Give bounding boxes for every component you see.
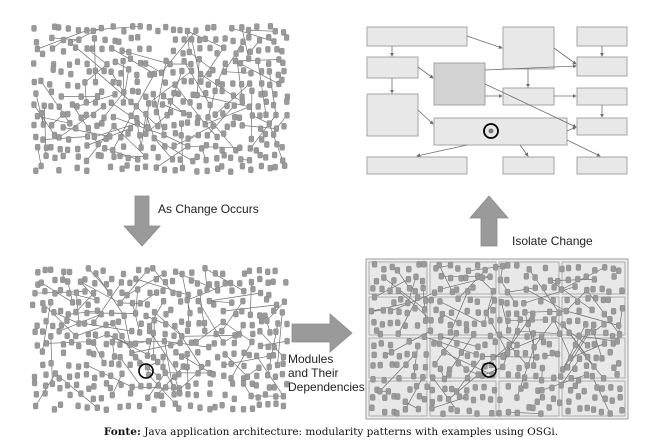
caption-prefix: Fonte: (103, 426, 141, 438)
module-block-diagram (366, 26, 628, 175)
dependency-graph-bottom-right (368, 261, 626, 417)
module-dependency-edges (390, 35, 604, 158)
arrow-down-icon (123, 195, 161, 247)
caption-text: Java application architecture: modularit… (144, 426, 559, 438)
arrow-right-icon (291, 313, 353, 353)
label-modules-line3: Dependencies (288, 380, 365, 394)
change-marker-bottom-right (481, 362, 497, 378)
label-as-change-occurs: As Change Occurs (158, 202, 259, 216)
modularity-diagram: As Change Occurs Modules and Their Depen… (30, 23, 629, 420)
label-isolate-change: Isolate Change (512, 234, 593, 248)
label-modules-line2: and Their (288, 366, 338, 380)
dependency-graph-bottom-left (30, 265, 290, 413)
change-marker-top-right (483, 123, 499, 139)
dependency-graph-top-left (31, 23, 291, 175)
arrow-up-icon (469, 195, 509, 247)
label-modules-line1: Modules (288, 352, 333, 366)
figure-caption: Fonte: Java application architecture: mo… (0, 426, 662, 438)
change-marker-bottom-left (138, 363, 154, 379)
